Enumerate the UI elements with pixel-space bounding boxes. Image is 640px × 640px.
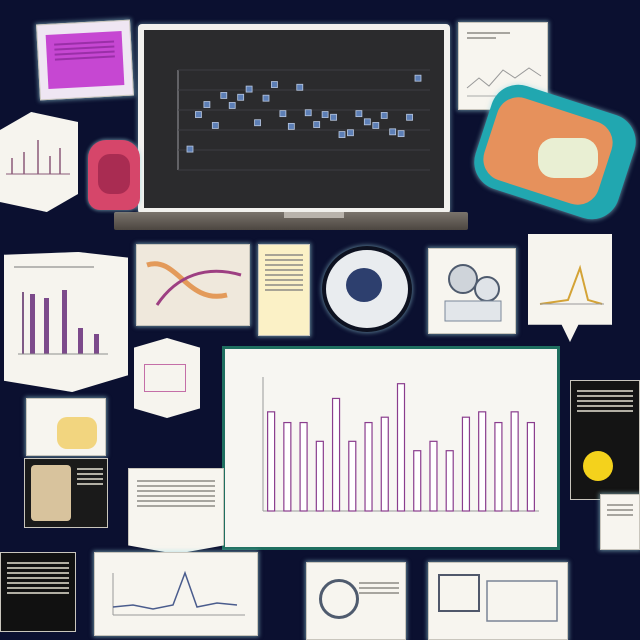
monitor bbox=[114, 24, 468, 234]
main-bar-chart-frame bbox=[222, 346, 560, 550]
yellow-table-card bbox=[258, 244, 310, 336]
scatter-point bbox=[287, 122, 295, 130]
bottom-center-card bbox=[306, 562, 406, 640]
monitor-base bbox=[114, 212, 468, 230]
map-card bbox=[136, 244, 250, 326]
magnifier-icon bbox=[316, 242, 412, 332]
bar bbox=[331, 397, 341, 512]
scatter-point bbox=[245, 85, 253, 93]
dark-document-card bbox=[24, 458, 108, 528]
bar bbox=[413, 450, 422, 512]
scatter-point bbox=[296, 83, 304, 91]
scatter-point bbox=[279, 110, 287, 118]
main-bar-chart bbox=[262, 377, 539, 512]
yellow-circle-card bbox=[570, 380, 640, 500]
bar bbox=[429, 440, 438, 512]
bar bbox=[510, 411, 519, 512]
peak-chart bbox=[539, 264, 604, 305]
scatter-point bbox=[271, 81, 278, 88]
scatter-point bbox=[237, 93, 245, 101]
bottom-line-chart bbox=[112, 570, 245, 616]
scatter-point bbox=[347, 129, 354, 137]
peak-chart-card bbox=[528, 234, 612, 342]
orange-hand-illustration bbox=[466, 77, 640, 227]
scatter-plot bbox=[177, 69, 430, 171]
document-card-mid bbox=[128, 468, 224, 554]
machine-illustration bbox=[438, 574, 558, 622]
bar bbox=[445, 450, 454, 512]
left-bar-chart-card bbox=[4, 252, 128, 392]
scatter-point bbox=[338, 131, 346, 138]
small-pink-card bbox=[134, 338, 200, 418]
bar bbox=[283, 421, 292, 512]
scatter-point bbox=[380, 112, 388, 119]
scatter-point bbox=[372, 122, 380, 129]
scatter-point bbox=[406, 113, 413, 121]
magenta-document-card bbox=[36, 19, 134, 101]
bar bbox=[299, 421, 308, 512]
scatter-point bbox=[330, 113, 337, 121]
bottom-left-dark-card bbox=[0, 552, 76, 632]
pink-cup bbox=[88, 140, 140, 210]
scatter-point bbox=[313, 121, 321, 128]
scatter-point bbox=[363, 118, 371, 126]
scatter-point bbox=[186, 145, 194, 153]
bottom-right-small-card bbox=[600, 494, 640, 550]
yellow-circle bbox=[583, 451, 613, 481]
bar bbox=[348, 440, 357, 512]
magenta-block bbox=[45, 31, 125, 89]
bar bbox=[364, 421, 373, 512]
bar bbox=[494, 421, 503, 512]
scatter-point bbox=[262, 94, 270, 102]
bar bbox=[526, 421, 535, 512]
scatter-point bbox=[254, 119, 261, 127]
left-bar-chart bbox=[14, 266, 108, 355]
bottom-line-chart-card bbox=[94, 552, 258, 636]
engine-card bbox=[428, 248, 516, 334]
spike-chart bbox=[6, 140, 70, 175]
bar bbox=[396, 383, 406, 512]
bar bbox=[478, 411, 487, 512]
scatter-point bbox=[321, 111, 329, 118]
engine-illustration bbox=[444, 264, 502, 322]
scatter-point bbox=[220, 92, 228, 99]
monitor-screen bbox=[144, 30, 444, 208]
bar bbox=[267, 411, 276, 512]
scatter-point bbox=[304, 109, 312, 117]
bar bbox=[461, 416, 471, 512]
map-illustration bbox=[146, 261, 242, 306]
bar bbox=[315, 440, 324, 512]
bar bbox=[380, 416, 389, 512]
scatter-point bbox=[414, 74, 422, 82]
yellow-shape-card bbox=[26, 398, 106, 456]
scatter-point bbox=[195, 111, 202, 118]
scatter-point bbox=[389, 128, 397, 136]
bottom-right-machine-card bbox=[428, 562, 568, 640]
spike-chart-card bbox=[0, 112, 78, 212]
scatter-point bbox=[203, 101, 211, 108]
scatter-point bbox=[397, 130, 405, 138]
scatter-point bbox=[228, 102, 236, 109]
scatter-point bbox=[211, 122, 219, 129]
scatter-point bbox=[355, 110, 363, 118]
monitor-stand bbox=[284, 212, 344, 218]
